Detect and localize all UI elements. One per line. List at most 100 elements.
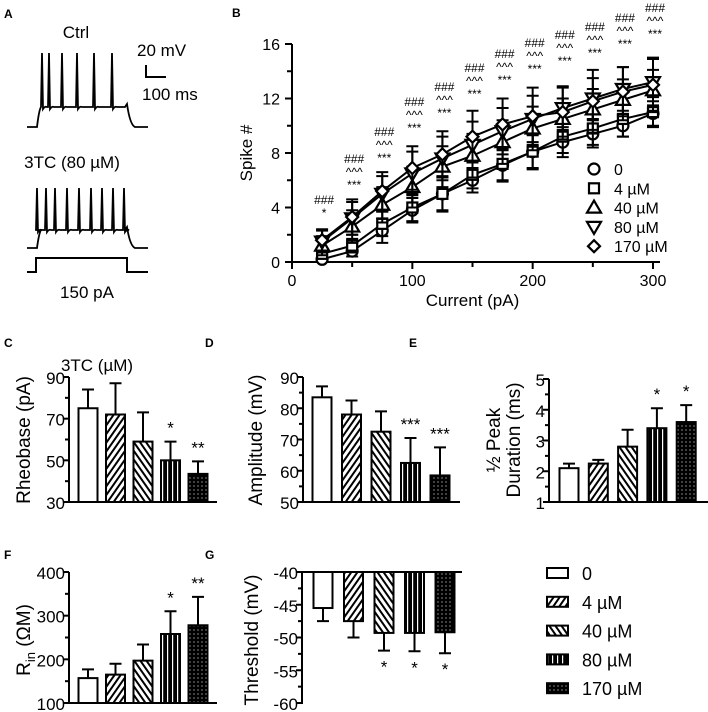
series-line bbox=[321, 83, 654, 241]
x-axis-title: Current (pA) bbox=[426, 291, 520, 310]
significance-mark: *** bbox=[401, 415, 421, 434]
bar-3 bbox=[160, 459, 181, 504]
error-bar bbox=[378, 632, 390, 652]
significance-mark: * bbox=[381, 658, 388, 677]
panel-label-b: B bbox=[232, 6, 241, 20]
bar-3 bbox=[646, 427, 668, 504]
significance-mark: ### bbox=[434, 80, 454, 94]
data-point bbox=[344, 209, 360, 225]
series-1 bbox=[315, 96, 660, 260]
significance-mark: *** bbox=[528, 62, 542, 76]
significance-mark: ### bbox=[555, 28, 575, 42]
legend-swatch bbox=[546, 682, 569, 695]
significance-mark: ** bbox=[191, 438, 205, 457]
bar-legend: 0 4 µM 40 µM 80 µM 170 µM bbox=[546, 564, 642, 699]
treatment-voltage-trace bbox=[27, 187, 148, 249]
significance-mark: *** bbox=[588, 46, 602, 60]
bar-3 bbox=[160, 633, 181, 704]
error-bar bbox=[317, 608, 329, 623]
significance-mark: ^^^ bbox=[586, 33, 603, 47]
bar-1 bbox=[587, 462, 609, 503]
bar-4 bbox=[675, 421, 697, 503]
y-tick-label: 4 bbox=[271, 201, 280, 218]
significance-mark: *** bbox=[437, 106, 451, 120]
y-tick-label: -60 bbox=[273, 695, 298, 712]
panel-label-d: D bbox=[205, 336, 214, 350]
y-axis-title-main: R bbox=[14, 662, 35, 676]
y-tick-label: 5 bbox=[536, 371, 545, 390]
x-tick-label: 100 bbox=[399, 273, 426, 290]
legend-label: 0 bbox=[582, 564, 592, 584]
y-tick-label: 0 bbox=[271, 255, 280, 272]
bar-2 bbox=[373, 571, 395, 634]
bar-0 bbox=[77, 677, 99, 704]
legend-swatch bbox=[546, 624, 569, 637]
significance-mark: *** bbox=[347, 178, 361, 192]
significance-mark: *** bbox=[648, 27, 662, 41]
error-bar bbox=[137, 411, 149, 442]
error-bar bbox=[109, 662, 122, 675]
significance-mark: ^^^ bbox=[556, 41, 573, 55]
legend-swatch bbox=[546, 653, 569, 666]
y-axis-title: Rin (ΩM) bbox=[14, 604, 38, 676]
series-line bbox=[321, 111, 654, 255]
y-tick-label: 50 bbox=[46, 452, 65, 471]
significance-mark: ### bbox=[314, 193, 334, 207]
series-4 bbox=[314, 56, 661, 253]
error-bar bbox=[192, 460, 204, 474]
bar-1 bbox=[105, 413, 126, 503]
legend-label: 80 µM bbox=[582, 650, 632, 670]
y-axis-title: Spike # bbox=[237, 124, 256, 181]
error-bar bbox=[439, 632, 451, 655]
legend-label: 4 µM bbox=[614, 181, 650, 198]
y-tick-label: 200 bbox=[37, 651, 65, 670]
y-tick-label: 100 bbox=[37, 695, 65, 712]
significance-mark: *** bbox=[498, 73, 512, 87]
significance-mark: *** bbox=[558, 54, 572, 68]
significance-mark: ^^^ bbox=[406, 108, 423, 122]
error-bar bbox=[164, 440, 177, 461]
error-bar bbox=[192, 595, 204, 626]
error-bar bbox=[137, 643, 149, 661]
legend: 0 4 µM 40 µM 80 µM 170 µM bbox=[585, 162, 668, 256]
y-axis-title-unit: (ΩM) bbox=[14, 604, 35, 652]
legend-marker-diamond bbox=[586, 238, 602, 254]
x-tick-label: 0 bbox=[288, 273, 297, 290]
y-tick-label: 2 bbox=[536, 463, 545, 482]
y-tick-label: 300 bbox=[37, 608, 65, 627]
significance-mark: *** bbox=[377, 151, 391, 165]
panel-g-chart: -40 -45 -50 -55 -60 * * * bbox=[273, 564, 462, 712]
y-tick-label: 70 bbox=[280, 432, 299, 451]
y-axis-title-line1: ½ Peak bbox=[484, 407, 505, 472]
bar-2 bbox=[370, 430, 392, 503]
y-tick-label: 4 bbox=[536, 402, 545, 421]
error-bar bbox=[404, 436, 417, 463]
x-tick-label: 300 bbox=[640, 273, 667, 290]
bar-3 bbox=[400, 461, 421, 503]
data-point bbox=[585, 93, 601, 109]
data-point bbox=[615, 84, 631, 100]
scale-time-label: 100 ms bbox=[142, 85, 198, 104]
scale-bar bbox=[145, 65, 166, 78]
treatment-label: 3TC (80 µM) bbox=[24, 153, 120, 172]
data-point bbox=[555, 104, 571, 120]
y-tick-label: -40 bbox=[273, 564, 298, 583]
panel-d-chart: 50 60 70 80 90 *** *** bbox=[280, 369, 460, 513]
series-3 bbox=[313, 57, 662, 254]
error-bar bbox=[434, 446, 446, 476]
error-bar bbox=[316, 385, 328, 398]
significance-mark: *** bbox=[407, 121, 421, 135]
significance-mark: * bbox=[411, 658, 418, 677]
y-tick-label: -55 bbox=[273, 662, 298, 681]
significance-mark: ** bbox=[191, 574, 205, 593]
series-line bbox=[321, 112, 654, 261]
bar-1 bbox=[341, 413, 362, 503]
bar-4 bbox=[187, 624, 209, 704]
legend-marker-triangle-down bbox=[585, 220, 603, 237]
stimulus-label: 150 pA bbox=[60, 283, 115, 302]
panel-a-traces: Ctrl 3TC (80 µM) 20 mV 100 ms 150 pA bbox=[24, 23, 198, 302]
bar-4 bbox=[434, 571, 456, 634]
